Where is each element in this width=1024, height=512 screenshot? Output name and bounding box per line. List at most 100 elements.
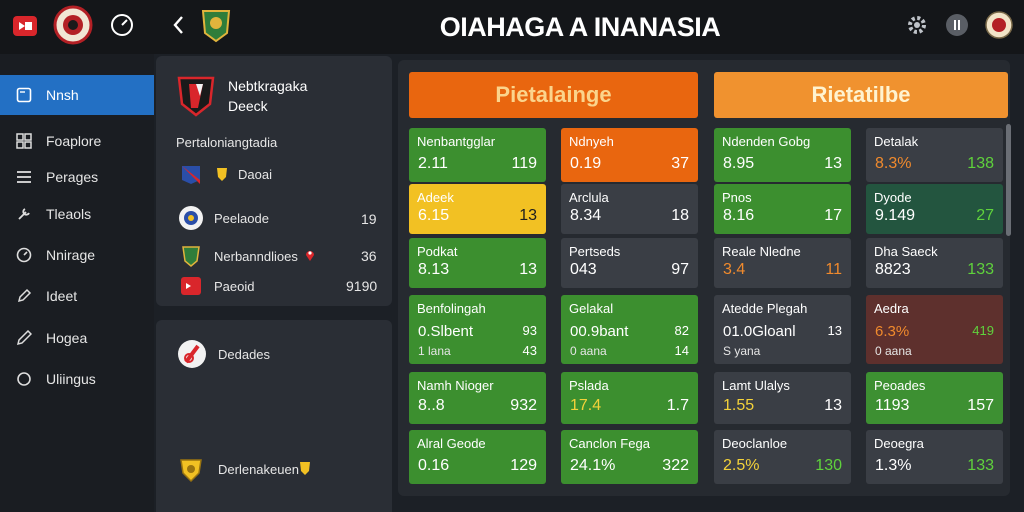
settings-gear-icon[interactable] (904, 12, 930, 38)
stat-tile[interactable]: Ndnyeh 0.19 37 (561, 128, 698, 182)
sidebar-item-nnirage[interactable]: Nnirage (0, 235, 154, 275)
stat-value-secondary: 119 (511, 155, 537, 172)
brand-logo-icon[interactable] (10, 11, 40, 41)
stat-tile[interactable]: Benfolingah 0.Slbent 93 1 lana 43 (409, 295, 546, 364)
stat-tile[interactable]: Arclula 8.34 18 (561, 184, 698, 234)
stat-tile[interactable]: Canclon Fega 24.1% 322 (561, 430, 698, 484)
stat-value-primary: 9.149 (875, 207, 916, 224)
stat-name: Benfolingah (417, 301, 486, 316)
fixture-label[interactable]: Derlenakeuen (218, 462, 299, 477)
stat-tile[interactable]: Alral Geode 0.16 129 (409, 430, 546, 484)
back-chevron-icon[interactable] (168, 12, 188, 38)
stat-value-primary: 8823 (875, 261, 911, 278)
stat-value-secondary: 18 (671, 207, 689, 224)
user-avatar-icon[interactable] (984, 10, 1014, 40)
stat-tile[interactable]: Detalak 8.3% 138 (866, 128, 1003, 182)
player-row[interactable]: Nerbanndlioes (178, 242, 378, 270)
grid-icon (14, 131, 34, 151)
stat-value-primary: 6.3% (875, 323, 910, 340)
stat-tile[interactable]: Peoades 1193 157 (866, 372, 1003, 424)
stat-value-secondary: 17 (824, 207, 842, 224)
sidebar-item-hogea[interactable]: Hogea (0, 318, 154, 358)
stat-tile[interactable]: Atedde Plegah 01.0Gloanl 13 S yana (714, 295, 851, 364)
stat-tile[interactable]: Podkat 8.13 13 (409, 238, 546, 288)
stat-tile[interactable]: Reale Nledne 3.4 11 (714, 238, 851, 288)
stat-tile[interactable]: Pslada 17.4 1.7 (561, 372, 698, 424)
stat-value-secondary: 322 (662, 457, 689, 474)
sidebar-item-perages[interactable]: Perages (0, 157, 154, 197)
shield-badge-icon (299, 461, 313, 477)
sidebar-item-label: Hogea (46, 330, 88, 346)
player-row[interactable]: Paeoid (178, 272, 378, 300)
stat-name: Canclon Fega (569, 436, 650, 451)
flag-icon (178, 161, 204, 187)
sidebar-item-foaplore[interactable]: Foaplore (0, 121, 154, 161)
sidebar-item-uliingus[interactable]: Uliingus (0, 359, 154, 399)
stat-name: Pnos (722, 190, 752, 205)
fixtures-panel: Dedades Derlenakeuen (156, 320, 392, 512)
stat-value-secondary: 97 (671, 261, 689, 278)
stat-name: Detalak (874, 134, 919, 149)
stat-value-primary: 8.95 (723, 155, 755, 172)
sidebar-item-label: Foaplore (46, 133, 102, 149)
pause-icon[interactable] (944, 12, 970, 38)
stat-tile[interactable]: Adeek 6.15 13 (409, 184, 546, 234)
sidebar-item-ideet[interactable]: Ideet (0, 276, 154, 316)
stat-tile[interactable]: Pertseds 043 97 (561, 238, 698, 288)
stat-name: Reale Nledne (722, 244, 801, 259)
stat-value-secondary: 13 (824, 155, 842, 172)
player-row[interactable]: Peelaode (178, 204, 378, 232)
gauge-icon (14, 245, 34, 265)
stat-sub-value: 43 (522, 343, 537, 358)
stat-value-secondary: 129 (510, 457, 537, 474)
stat-tile[interactable]: Nenbantgglar 2.11 119 (409, 128, 546, 182)
stat-value-secondary: 13 (827, 323, 842, 338)
stat-sub-label: 0 aana (875, 344, 912, 358)
stat-value-secondary: 932 (510, 397, 537, 414)
fixture-label[interactable]: Dedades (218, 347, 271, 362)
stat-name: Atedde Plegah (722, 301, 808, 316)
scrollbar[interactable] (1006, 124, 1011, 236)
stat-tile[interactable]: Deoclanloe 2.5% 130 (714, 430, 851, 484)
stat-sub-value: 14 (674, 343, 689, 358)
team-subtitle: Deeck (228, 98, 268, 114)
stat-value-primary: 1.55 (723, 397, 755, 414)
stat-tile[interactable]: Ndenden Gobg 8.95 13 (714, 128, 851, 182)
stat-value-secondary: 157 (967, 397, 994, 414)
stat-name: Adeek (417, 190, 454, 205)
stat-name: Arclula (569, 190, 609, 205)
stat-tile[interactable]: Aedra 6.3% 419 0 aana (866, 295, 1003, 364)
stat-value-primary: 043 (570, 261, 597, 278)
stat-value-primary: 8.3% (875, 155, 912, 172)
player-row[interactable]: Daoai (178, 160, 378, 188)
speedometer-icon[interactable] (108, 11, 136, 39)
player-value: 36 (361, 248, 377, 264)
sidebar-item-nnsh[interactable]: Nnsh (0, 75, 154, 115)
stat-name: Dyode (874, 190, 912, 205)
stat-name: Peoades (874, 378, 926, 393)
stat-value-secondary: 138 (967, 155, 994, 172)
team-name: Nebtkragaka (228, 78, 308, 94)
stat-tile[interactable]: Deoegra 1.3% 133 (866, 430, 1003, 484)
stat-tile[interactable]: Namh Nioger 8..8 932 (409, 372, 546, 424)
stat-value-secondary: 13 (519, 207, 537, 224)
stat-value-secondary: 93 (522, 323, 537, 338)
player-name: Daoai (238, 166, 272, 182)
emblem-icon (178, 243, 204, 269)
stat-value-primary: 00.9bant (570, 323, 629, 340)
sidebar-item-label: Nnsh (46, 87, 79, 103)
stat-name: Namh Nioger (417, 378, 494, 393)
stat-tile[interactable]: Gelakal 00.9bant 82 0 aana 14 (561, 295, 698, 364)
sidebar-item-label: Tleaols (46, 206, 92, 222)
stat-tile[interactable]: Lamt Ulalys 1.55 13 (714, 372, 851, 424)
tab-rietatilbe[interactable]: Rietatilbe (714, 72, 1008, 118)
club-crest-icon[interactable] (52, 4, 94, 46)
tab-pietalainge[interactable]: Pietalainge (409, 72, 698, 118)
stat-tile[interactable]: Dyode 9.149 27 (866, 184, 1003, 234)
stat-tile[interactable]: Dha Saeck 8823 133 (866, 238, 1003, 288)
stat-value-primary: 0.16 (418, 457, 450, 474)
stat-value-secondary: 11 (825, 261, 842, 278)
stat-tile[interactable]: Pnos 8.16 17 (714, 184, 851, 234)
stat-value-secondary: 13 (519, 261, 537, 278)
sidebar-item-tleaols[interactable]: Tleaols (0, 194, 154, 234)
